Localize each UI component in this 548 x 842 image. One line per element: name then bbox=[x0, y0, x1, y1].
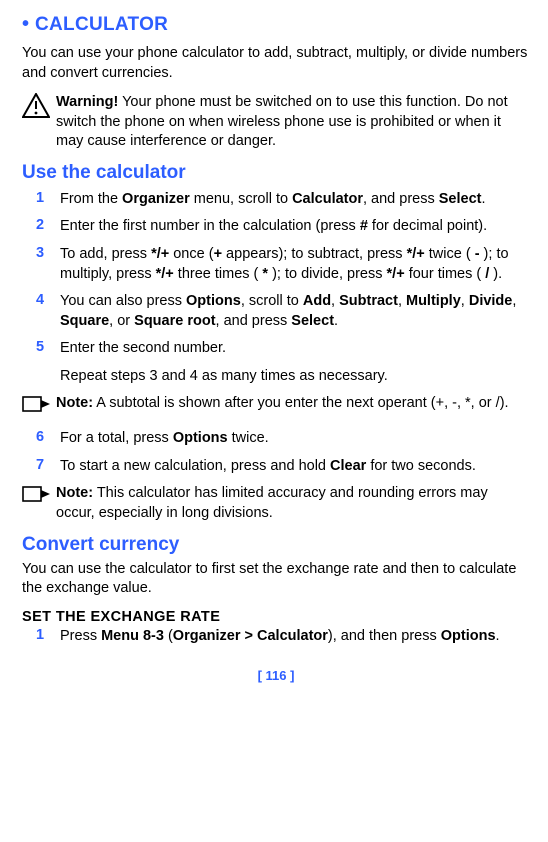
section2-intro: You can use the calculator to first set … bbox=[22, 560, 530, 599]
note2-text: Note: This calculator has limited accura… bbox=[56, 484, 530, 523]
step-number: 2 bbox=[22, 217, 60, 237]
step-6: 6 For a total, press Options twice. bbox=[22, 429, 530, 449]
step-body: From the Organizer menu, scroll to Calcu… bbox=[60, 190, 530, 210]
note2-label: Note: bbox=[56, 485, 93, 501]
note1-label: Note: bbox=[56, 395, 93, 411]
step-body: Enter the second number. bbox=[60, 339, 530, 359]
step-number: 7 bbox=[22, 457, 60, 477]
page-heading-row: • CALCULATOR bbox=[22, 14, 530, 36]
step-number: 6 bbox=[22, 429, 60, 449]
step-number: 4 bbox=[22, 292, 60, 331]
step-5-continue: Repeat steps 3 and 4 as many times as ne… bbox=[60, 367, 530, 387]
note1-block: Note: A subtotal is shown after you ente… bbox=[22, 394, 530, 419]
note2-block: Note: This calculator has limited accura… bbox=[22, 484, 530, 523]
step-number: 1 bbox=[22, 627, 60, 647]
step-7: 7 To start a new calculation, press and … bbox=[22, 457, 530, 477]
note2-body: This calculator has limited accuracy and… bbox=[56, 485, 488, 521]
warning-body: Your phone must be switched on to use th… bbox=[56, 94, 508, 149]
step-1: 1 From the Organizer menu, scroll to Cal… bbox=[22, 190, 530, 210]
exchange-step-1: 1 Press Menu 8-3 (Organizer > Calculator… bbox=[22, 627, 530, 647]
step-body: You can also press Options, scroll to Ad… bbox=[60, 292, 530, 331]
step-body: To add, press */+ once (+ appears); to s… bbox=[60, 245, 530, 284]
warning-block: Warning! Your phone must be switched on … bbox=[22, 93, 530, 152]
warning-label: Warning! bbox=[56, 94, 118, 110]
step-body: Press Menu 8-3 (Organizer > Calculator),… bbox=[60, 627, 530, 647]
step-5: 5 Enter the second number. bbox=[22, 339, 530, 359]
step-2: 2 Enter the first number in the calculat… bbox=[22, 217, 530, 237]
step-body: Enter the first number in the calculatio… bbox=[60, 217, 530, 237]
warning-text: Warning! Your phone must be switched on … bbox=[56, 93, 530, 152]
page-heading: CALCULATOR bbox=[35, 14, 168, 36]
section2-title: Convert currency bbox=[22, 534, 530, 556]
note1-text: Note: A subtotal is shown after you ente… bbox=[56, 394, 530, 419]
page-number: [ 116 ] bbox=[22, 668, 530, 683]
step-number: 5 bbox=[22, 339, 60, 359]
warning-icon bbox=[22, 93, 56, 152]
bullet-icon: • bbox=[22, 14, 29, 34]
intro-text: You can use your phone calculator to add… bbox=[22, 44, 530, 83]
step-number: 1 bbox=[22, 190, 60, 210]
note-icon bbox=[22, 394, 56, 419]
step-body: For a total, press Options twice. bbox=[60, 429, 530, 449]
step-body: To start a new calculation, press and ho… bbox=[60, 457, 530, 477]
section1-title: Use the calculator bbox=[22, 162, 530, 184]
step-4: 4 You can also press Options, scroll to … bbox=[22, 292, 530, 331]
note-icon bbox=[22, 484, 56, 523]
section2-sub: SET THE EXCHANGE RATE bbox=[22, 609, 530, 625]
step-3: 3 To add, press */+ once (+ appears); to… bbox=[22, 245, 530, 284]
step-number: 3 bbox=[22, 245, 60, 284]
note1-body: A subtotal is shown after you enter the … bbox=[93, 395, 509, 411]
